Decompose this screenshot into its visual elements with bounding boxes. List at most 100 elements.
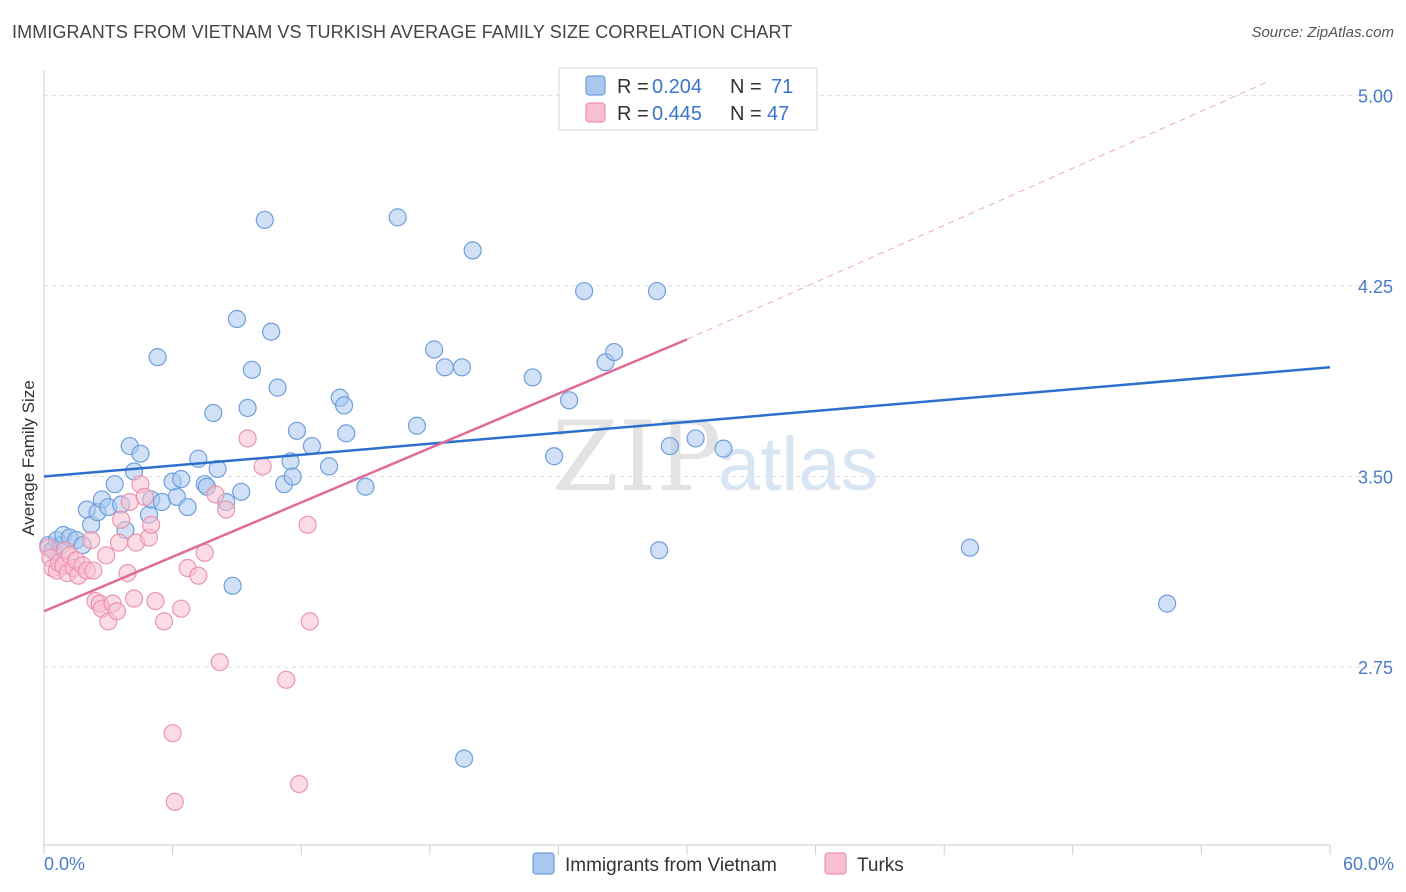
vietnam-point [647, 281, 667, 301]
vietnam-point [287, 421, 307, 440]
y-tick-label: 4.25 [1358, 277, 1393, 297]
vietnam-point [262, 322, 281, 341]
vietnam-point [435, 358, 454, 377]
turks-point [107, 602, 126, 621]
turks-trend-line [43, 338, 688, 613]
vietnam-point [452, 358, 472, 377]
turks-point [298, 515, 317, 534]
series-legend-swatch-turks [824, 852, 847, 875]
watermark-zip: ZIP [552, 401, 721, 513]
series-legend-label-turks: Turks [857, 855, 904, 876]
vietnam-point [178, 497, 197, 517]
series-legend-swatch-vietnam [532, 852, 555, 875]
turks-point [97, 546, 116, 565]
vietnam-point [1158, 594, 1177, 613]
turks-point [112, 510, 131, 529]
watermark-atlas: atlas [718, 422, 879, 507]
chart-source: Source: ZipAtlas.com [1251, 24, 1394, 41]
turks-point [277, 670, 296, 689]
vietnam-point [714, 439, 733, 458]
vietnam-trend-line [43, 366, 1331, 478]
legend-n-label-vietnam: N = [730, 76, 762, 98]
vietnam-point [302, 436, 322, 456]
vietnam-point [232, 482, 251, 501]
vietnam-point [238, 398, 257, 418]
x-tick-labels: 0.0% 60.0% [44, 854, 1394, 874]
turks-point [172, 599, 191, 618]
vietnam-point [268, 378, 287, 397]
turks-point [300, 612, 319, 631]
series-legend: Immigrants from Vietnam Turks [532, 852, 904, 876]
vietnam-point [388, 208, 407, 227]
legend-n-value-vietnam: 71 [771, 76, 793, 98]
legend-r-label-turks: R = [617, 103, 649, 125]
turks-point [289, 774, 309, 794]
chart-title: IMMIGRANTS FROM VIETNAM VS TURKISH AVERA… [12, 22, 793, 42]
vietnam-point [208, 459, 227, 479]
vietnam-point [424, 340, 444, 359]
turks-point [84, 561, 103, 580]
turks-point [124, 589, 144, 608]
series-legend-label-vietnam: Immigrants from Vietnam [565, 855, 777, 876]
legend-n-label-turks: N = [730, 103, 762, 125]
y-tick-label: 5.00 [1358, 86, 1393, 106]
turks-point [217, 500, 236, 519]
vietnam-point [172, 469, 191, 489]
legend-n-value-turks: 47 [767, 103, 789, 125]
y-tick-label: 3.50 [1358, 468, 1393, 488]
vietnam-point [242, 360, 262, 379]
vietnam-point [454, 749, 474, 768]
vietnam-point [283, 467, 302, 486]
turks-point [165, 792, 184, 811]
legend-swatch-turks [585, 102, 606, 123]
vietnam-point [523, 368, 542, 387]
vietnam-point [575, 281, 594, 301]
legend-r-value-vietnam: 0.204 [652, 76, 702, 98]
turks-point [135, 487, 154, 506]
turks-point [238, 429, 257, 448]
turks-point [210, 652, 229, 672]
turks-point [146, 591, 165, 611]
vietnam-point [686, 429, 705, 448]
vietnam-point [560, 391, 579, 410]
vietnam-point [463, 241, 482, 260]
vietnam-point [131, 444, 150, 463]
vietnam-point [356, 477, 375, 496]
y-axis-title: Average Family Size [19, 380, 38, 536]
grid-lines [44, 94, 1390, 668]
legend-swatch-vietnam [585, 75, 606, 96]
trend-lines [43, 82, 1331, 613]
vietnam-point [148, 348, 167, 367]
vietnam-point [204, 403, 223, 423]
watermark: ZIP atlas [552, 401, 879, 513]
turks-point [142, 515, 161, 534]
turks-point [206, 485, 225, 504]
vietnam-point [407, 416, 427, 435]
vietnam-point [319, 457, 339, 476]
vietnam-point [105, 475, 124, 494]
vietnam-point [337, 424, 356, 443]
vietnam-point [545, 447, 564, 466]
turks-point [253, 457, 272, 476]
legend-r-label-vietnam: R = [617, 76, 649, 98]
legend: R = 0.204 N = 71 R = 0.445 N = 47 [558, 67, 818, 131]
vietnam-point [650, 541, 669, 560]
vietnam-point [605, 342, 624, 362]
y-tick-labels: 2.75 3.50 4.25 5.00 [1358, 86, 1393, 678]
turks-point [154, 612, 174, 631]
turks-point [163, 724, 182, 743]
data-points [39, 208, 1177, 811]
vietnam-point [255, 210, 274, 230]
legend-r-value-turks: 0.445 [652, 103, 702, 125]
x-tick-label: 60.0% [1343, 854, 1394, 874]
x-tick-label: 0.0% [44, 854, 85, 874]
vietnam-point [227, 309, 246, 329]
vietnam-point [660, 436, 679, 456]
turks-point [189, 566, 208, 585]
x-tick-marks [43, 845, 1331, 855]
vietnam-point [334, 396, 354, 415]
turks-point [109, 533, 129, 552]
vietnam-point [223, 576, 242, 595]
turks-point [82, 530, 101, 550]
